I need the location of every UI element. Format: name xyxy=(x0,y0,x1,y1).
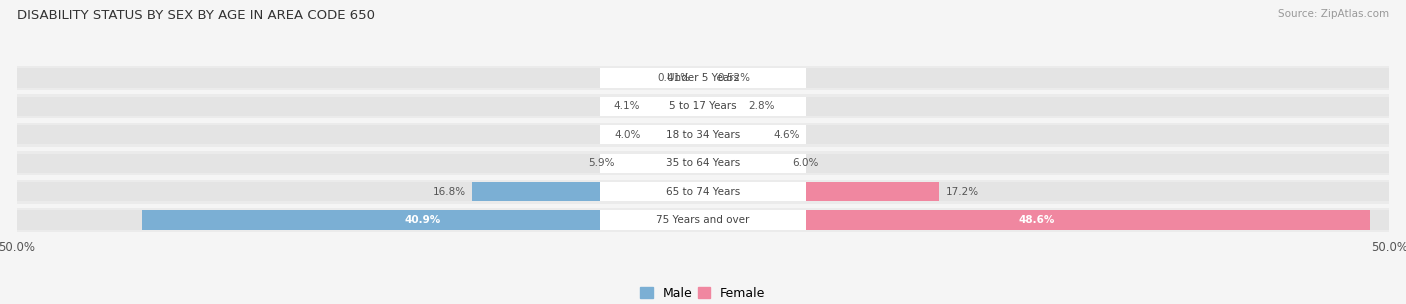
Text: 0.52%: 0.52% xyxy=(717,73,749,83)
Text: DISABILITY STATUS BY SEX BY AGE IN AREA CODE 650: DISABILITY STATUS BY SEX BY AGE IN AREA … xyxy=(17,9,375,22)
Bar xyxy=(17,154,1389,173)
Bar xyxy=(697,68,703,88)
Text: 5 to 17 Years: 5 to 17 Years xyxy=(669,101,737,111)
Bar xyxy=(17,208,1389,232)
Bar xyxy=(17,97,1389,116)
Text: 18 to 34 Years: 18 to 34 Years xyxy=(666,130,740,140)
Bar xyxy=(600,97,806,116)
Text: Under 5 Years: Under 5 Years xyxy=(666,73,740,83)
Text: 4.1%: 4.1% xyxy=(613,101,640,111)
Bar xyxy=(17,66,1389,90)
Text: 17.2%: 17.2% xyxy=(946,187,979,197)
Legend: Male, Female: Male, Female xyxy=(636,282,770,304)
Bar xyxy=(17,151,1389,175)
Bar xyxy=(621,154,703,173)
Text: 2.8%: 2.8% xyxy=(748,101,775,111)
Bar xyxy=(142,210,703,230)
Bar xyxy=(703,154,786,173)
Bar xyxy=(17,210,1389,230)
Text: 6.0%: 6.0% xyxy=(792,158,818,168)
Text: Source: ZipAtlas.com: Source: ZipAtlas.com xyxy=(1278,9,1389,19)
Text: 5.9%: 5.9% xyxy=(589,158,616,168)
Text: 35 to 64 Years: 35 to 64 Years xyxy=(666,158,740,168)
Text: 16.8%: 16.8% xyxy=(433,187,465,197)
Bar xyxy=(600,125,806,144)
Bar xyxy=(17,94,1389,118)
Text: 40.9%: 40.9% xyxy=(405,215,440,225)
Text: 4.6%: 4.6% xyxy=(773,130,800,140)
Bar xyxy=(17,68,1389,88)
Text: 0.41%: 0.41% xyxy=(658,73,690,83)
Bar xyxy=(703,125,766,144)
Bar xyxy=(17,123,1389,147)
Bar xyxy=(647,97,703,116)
Bar xyxy=(600,154,806,173)
Bar xyxy=(17,182,1389,201)
Bar xyxy=(703,68,710,88)
Bar xyxy=(703,97,741,116)
Bar xyxy=(600,210,806,230)
Text: 4.0%: 4.0% xyxy=(614,130,641,140)
Bar xyxy=(600,182,806,201)
Text: 75 Years and over: 75 Years and over xyxy=(657,215,749,225)
Bar xyxy=(703,210,1369,230)
Bar xyxy=(17,125,1389,144)
Bar xyxy=(703,182,939,201)
Bar xyxy=(600,68,806,88)
Text: 48.6%: 48.6% xyxy=(1018,215,1054,225)
Bar xyxy=(648,125,703,144)
Bar xyxy=(17,180,1389,204)
Text: 65 to 74 Years: 65 to 74 Years xyxy=(666,187,740,197)
Bar xyxy=(472,182,703,201)
